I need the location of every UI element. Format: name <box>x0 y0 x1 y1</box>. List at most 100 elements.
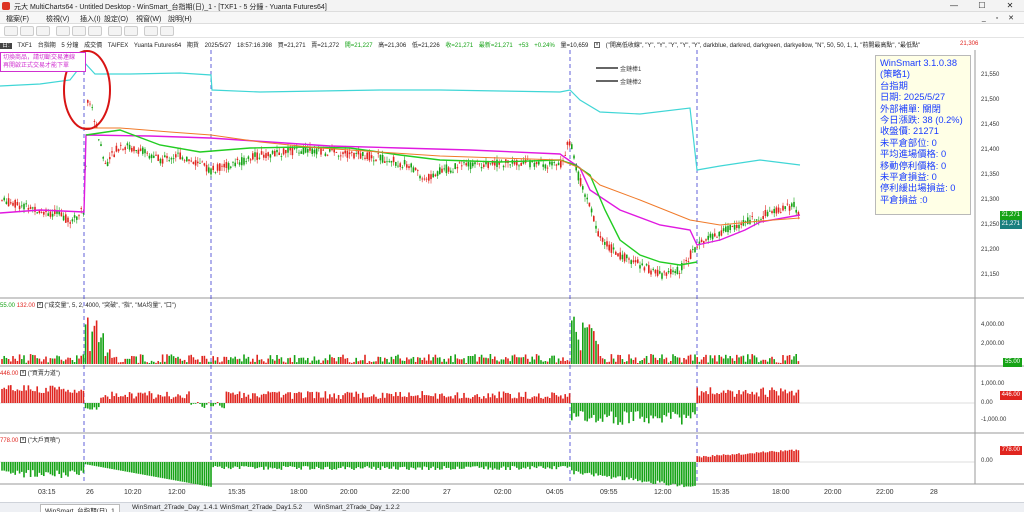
volume-bar <box>76 355 78 364</box>
volume-bar <box>113 357 115 364</box>
candle-body <box>738 224 740 229</box>
bigplayer-bar <box>146 462 148 476</box>
force-bar <box>276 392 278 403</box>
force-bar <box>692 403 694 413</box>
volume-bar <box>725 354 727 364</box>
force-bar <box>645 403 648 419</box>
close-button[interactable]: ✕ <box>1006 1 1014 10</box>
orange-indicator-line <box>84 127 801 226</box>
open-icon[interactable] <box>20 26 34 36</box>
strategy-icon[interactable] <box>160 26 174 36</box>
bigplayer-bar <box>731 454 734 462</box>
time-label: 10:20 <box>124 489 142 496</box>
volume-bar <box>599 356 602 364</box>
candle-body <box>36 212 38 214</box>
force-bar <box>395 392 397 403</box>
bigplayer-bar <box>265 462 267 467</box>
close-force-icon[interactable]: × <box>20 370 27 377</box>
menu-settings[interactable]: 設定(O) <box>104 16 129 23</box>
bigplayer-bar <box>593 462 595 477</box>
bigplayer-bar <box>186 462 188 483</box>
volume-bar <box>634 357 637 364</box>
volume-bar <box>161 354 164 364</box>
bigplayer-bar <box>344 462 346 470</box>
candle-body <box>309 147 311 151</box>
tab-2trade-122[interactable]: WinSmart_2Trade_Day_1.2.2 <box>314 504 400 511</box>
volume-bar <box>738 357 740 364</box>
candle-body <box>175 154 177 158</box>
candle-body <box>78 215 80 217</box>
force-bar <box>520 396 522 403</box>
force-bar <box>531 397 533 403</box>
close-bigplayer-icon[interactable]: × <box>20 437 27 444</box>
bigplayer-bar <box>725 454 727 462</box>
time-label: 15:35 <box>228 489 246 496</box>
volume-bar <box>786 355 789 364</box>
volume-bar <box>575 331 577 364</box>
volume-bar <box>683 357 685 364</box>
menu-file[interactable]: 檔案(F) <box>6 16 29 23</box>
close-indicator-icon[interactable]: × <box>594 42 601 49</box>
bigplayer-bar <box>269 462 272 468</box>
candle-body <box>14 199 16 208</box>
force-bar <box>278 391 280 403</box>
candle-body <box>7 198 10 207</box>
menu-window[interactable]: 視窗(W) <box>136 16 162 23</box>
bigplayer-bar <box>384 462 386 468</box>
bigplayer-bar <box>491 462 494 470</box>
bigplayer-bar <box>489 462 492 468</box>
close-volume-icon[interactable]: × <box>36 302 43 309</box>
volume-bar <box>436 357 439 364</box>
force-bar <box>705 391 707 403</box>
indicator-icon[interactable] <box>144 26 158 36</box>
force-bar <box>205 403 208 405</box>
candle-body <box>643 267 646 271</box>
bigplayer-bar <box>201 462 203 486</box>
mdi-window-controls[interactable]: _ ▫ ✕ <box>981 15 1018 22</box>
volume-bar <box>458 359 461 364</box>
crosshair-icon[interactable] <box>72 26 86 36</box>
volume-bar <box>386 358 388 364</box>
symbol-badge[interactable]: 日: <box>0 43 12 49</box>
bigplayer-bar <box>263 462 265 470</box>
force-bar <box>615 403 617 418</box>
volume-bar <box>793 356 795 364</box>
time-label: 03:15 <box>38 489 56 496</box>
tab-2trade-152[interactable]: WinSmart_2Trade_Day1.5.2 <box>220 504 303 511</box>
force-bar <box>274 392 276 403</box>
volume-bar <box>615 361 617 364</box>
note-line-1: 切換商品，請切斷交易連線 <box>3 55 76 61</box>
candle-body <box>329 148 331 152</box>
zoom-icon[interactable] <box>88 26 102 36</box>
force-bar <box>621 403 624 425</box>
tab-2trade-141[interactable]: WinSmart_2Trade_Day_1.4.1 <box>132 504 218 511</box>
menu-view[interactable]: 檢視(V) <box>46 16 70 23</box>
bigplayer-bar <box>3 462 5 471</box>
volume-bar <box>626 361 628 364</box>
candle-body <box>337 155 340 157</box>
bigplayer-bar <box>247 462 250 467</box>
maximize-button[interactable]: ☐ <box>978 1 986 10</box>
volume-bar <box>414 361 417 364</box>
bigplayer-bar <box>472 462 474 467</box>
new-chart-icon[interactable] <box>4 26 18 36</box>
bigplayer-bar <box>331 462 333 470</box>
minimize-button[interactable]: — <box>950 1 958 10</box>
cursor-icon[interactable] <box>56 26 70 36</box>
candle-body <box>333 148 335 153</box>
volume-bar <box>36 358 38 364</box>
menu-insert[interactable]: 插入(I) <box>80 16 101 23</box>
tab-winsmart-daily[interactable]: WinSmart_台指期(日)_1 <box>40 504 120 512</box>
volume-bar <box>67 357 69 364</box>
text-tool-icon[interactable] <box>124 26 138 36</box>
save-icon[interactable] <box>36 26 50 36</box>
menu-help[interactable]: 說明(H) <box>168 16 192 23</box>
trendline-icon[interactable] <box>108 26 122 36</box>
force-bar <box>639 403 641 419</box>
force-bar <box>309 392 311 403</box>
volume-bar <box>379 357 382 364</box>
bigplayer-bar <box>450 462 452 470</box>
bigplayer-bar <box>342 462 344 467</box>
change-pct: +0.24% <box>534 43 555 49</box>
